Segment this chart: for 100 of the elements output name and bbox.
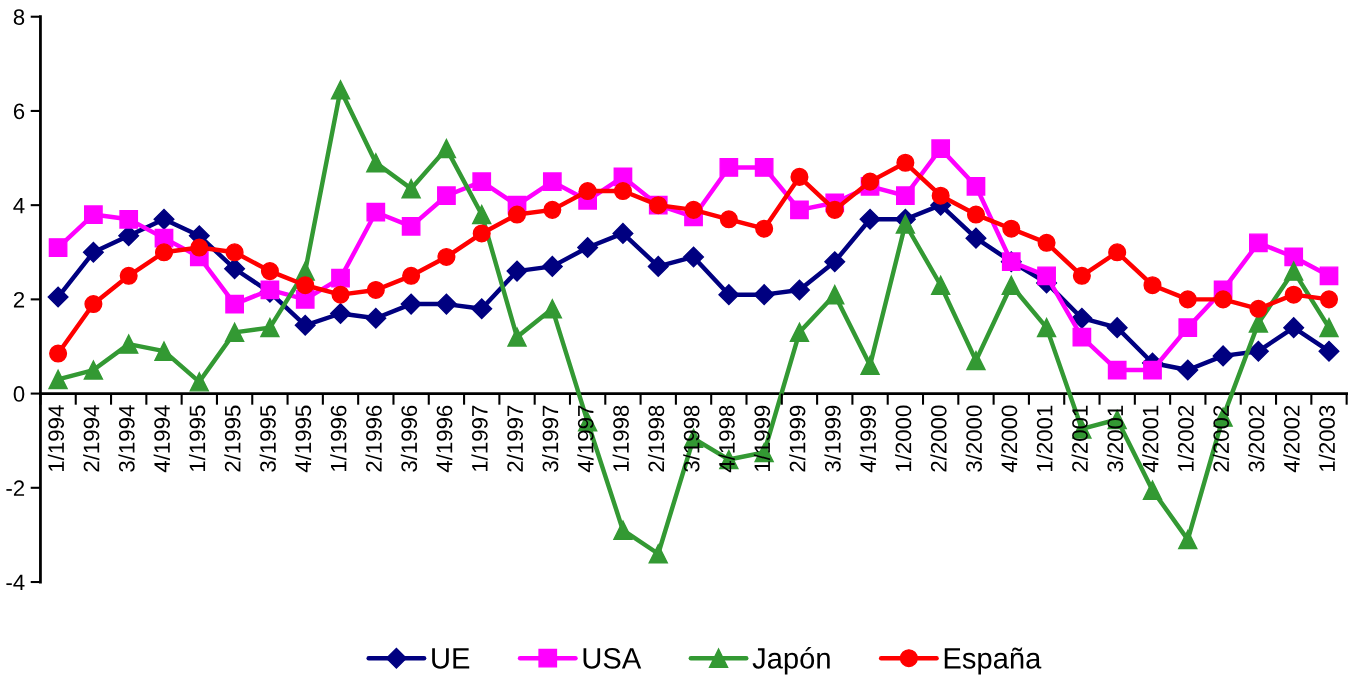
x-tick-label: 1/1996 — [330, 405, 347, 471]
point — [400, 293, 422, 315]
point — [931, 139, 951, 158]
point — [1284, 247, 1304, 267]
x-tick-label: 3/2001 — [1106, 405, 1124, 472]
point — [331, 268, 350, 288]
point — [296, 276, 315, 295]
point — [755, 219, 774, 238]
x-tick-label: 4/1999 — [859, 405, 877, 473]
point — [543, 200, 562, 219]
point — [1143, 360, 1162, 380]
x-tick-label: 4/1996 — [436, 405, 453, 473]
point — [331, 285, 350, 304]
x-tick-label: 1/2002 — [1177, 405, 1194, 471]
point — [613, 520, 633, 540]
point — [507, 327, 527, 347]
point — [84, 205, 103, 224]
point — [118, 334, 139, 354]
point — [825, 200, 844, 219]
point — [366, 202, 386, 222]
point — [966, 350, 986, 371]
x-tick-label: 2/1996 — [365, 405, 382, 472]
point — [190, 238, 209, 257]
point — [224, 322, 245, 343]
point — [189, 372, 210, 392]
point — [1142, 480, 1163, 500]
point — [719, 210, 738, 229]
point — [154, 341, 174, 361]
x-tick-label: 2/1999 — [789, 405, 806, 472]
x-tick-label: 4/1994 — [153, 405, 170, 473]
point — [153, 208, 175, 230]
point — [542, 172, 562, 191]
x-tick-label: 1/1994 — [47, 405, 65, 471]
point — [1001, 275, 1021, 295]
x-tick-label: 4/2002 — [1283, 405, 1300, 473]
x-tick-label: 1/2000 — [895, 405, 912, 471]
point — [402, 266, 421, 285]
point — [542, 299, 563, 319]
point — [1106, 317, 1128, 339]
point — [1283, 261, 1304, 281]
point — [1108, 243, 1127, 262]
x-tick-label: 3/1996 — [400, 405, 418, 472]
point — [1178, 529, 1198, 550]
y-tick-label: -2 — [6, 480, 25, 496]
point — [1143, 276, 1162, 295]
x-tick-label: 2/2002 — [1212, 405, 1230, 472]
point — [295, 289, 315, 309]
point — [260, 280, 280, 300]
point — [437, 186, 456, 206]
legend-label: Japón — [752, 646, 830, 675]
point — [330, 80, 351, 100]
point — [1072, 266, 1091, 285]
x-tick-label: 4/1997 — [577, 405, 594, 473]
point — [825, 284, 845, 305]
point — [1319, 290, 1339, 309]
point — [648, 544, 668, 564]
x-tick-label: 2/2001 — [1071, 405, 1088, 472]
point — [577, 237, 599, 259]
x-tick-label: 3/1995 — [259, 405, 276, 472]
x-tick-label: 3/1999 — [824, 405, 841, 472]
point — [1177, 359, 1199, 381]
x-tick-label: 4/1998 — [718, 405, 735, 473]
point — [435, 293, 457, 315]
point — [1037, 266, 1056, 286]
point — [472, 224, 491, 243]
point — [860, 355, 880, 376]
x-tick-label: 3/1997 — [541, 405, 559, 472]
point — [1072, 327, 1092, 347]
point — [225, 294, 244, 314]
point — [508, 205, 527, 224]
y-tick-label: 6 — [13, 103, 25, 120]
point — [719, 158, 739, 177]
point — [1249, 299, 1268, 318]
point — [472, 172, 492, 191]
point — [788, 279, 810, 301]
point — [82, 241, 104, 263]
point — [83, 360, 104, 380]
point — [1214, 290, 1233, 309]
y-tick-label: 8 — [13, 9, 25, 25]
point — [436, 138, 457, 159]
point — [366, 280, 385, 299]
point — [224, 258, 246, 280]
point — [931, 186, 950, 205]
point — [1249, 233, 1268, 253]
point — [578, 181, 597, 201]
y-tick-label: 2 — [13, 291, 25, 308]
y-tick-label: 0 — [13, 386, 25, 402]
legend-label: UE — [432, 648, 470, 669]
point — [401, 178, 421, 199]
point — [119, 209, 139, 229]
point — [1178, 318, 1198, 338]
point — [861, 172, 880, 191]
x-tick-label: 1/2001 — [1036, 405, 1053, 471]
legend-label: España — [944, 647, 1042, 675]
legend-label: USA — [583, 648, 642, 669]
point — [613, 181, 632, 201]
point — [47, 286, 69, 308]
point — [966, 176, 986, 196]
point — [472, 204, 492, 225]
point — [49, 344, 68, 363]
